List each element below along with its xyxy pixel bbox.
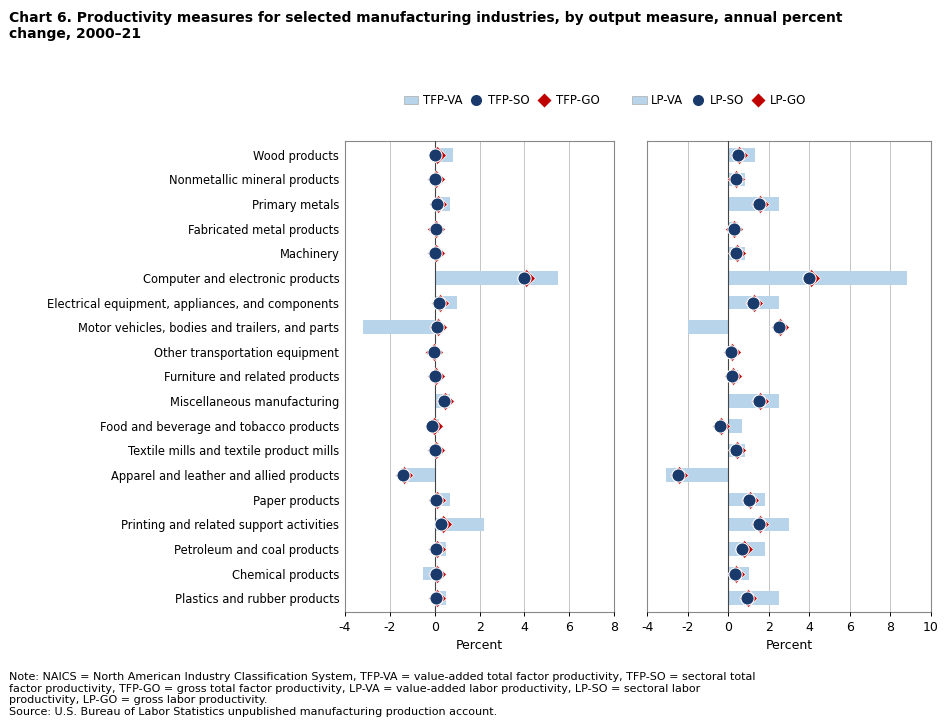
Bar xyxy=(728,395,778,408)
Bar xyxy=(434,395,450,408)
Bar xyxy=(665,468,728,481)
Bar xyxy=(728,345,733,358)
Bar xyxy=(400,468,434,481)
X-axis label: Percent: Percent xyxy=(765,639,812,652)
Bar xyxy=(728,419,742,432)
Legend: TFP-VA, TFP-SO, TFP-GO, , LP-VA, LP-SO, LP-GO: TFP-VA, TFP-SO, TFP-GO, , LP-VA, LP-SO, … xyxy=(398,89,810,111)
Bar xyxy=(728,444,744,457)
Bar xyxy=(728,197,778,211)
Bar xyxy=(728,542,764,556)
Bar xyxy=(728,148,754,161)
Bar xyxy=(728,296,778,309)
Bar xyxy=(434,444,436,457)
Bar xyxy=(362,321,434,334)
Bar xyxy=(434,272,558,285)
Bar xyxy=(728,567,748,581)
Bar xyxy=(434,172,439,186)
Bar xyxy=(434,518,483,531)
Bar xyxy=(434,493,450,507)
Bar xyxy=(728,222,737,235)
Bar xyxy=(728,272,905,285)
Bar xyxy=(728,518,788,531)
Bar xyxy=(728,493,764,507)
Bar xyxy=(434,197,450,211)
Bar xyxy=(434,222,436,235)
Bar xyxy=(434,246,439,260)
Bar xyxy=(434,370,439,383)
Bar xyxy=(728,370,737,383)
Text: Chart 6. Productivity measures for selected manufacturing industries, by output : Chart 6. Productivity measures for selec… xyxy=(9,11,842,41)
Bar xyxy=(728,172,744,186)
Bar xyxy=(728,592,778,605)
Bar xyxy=(434,148,452,161)
Bar xyxy=(728,246,744,260)
Bar xyxy=(434,419,439,432)
Text: Note: NAICS = North American Industry Classification System, TFP-VA = value-adde: Note: NAICS = North American Industry Cl… xyxy=(9,672,755,717)
Bar xyxy=(687,321,728,334)
Bar xyxy=(434,296,457,309)
Bar xyxy=(434,542,446,556)
Bar xyxy=(434,592,446,605)
Bar xyxy=(432,345,434,358)
X-axis label: Percent: Percent xyxy=(456,639,502,652)
Bar xyxy=(423,567,434,581)
